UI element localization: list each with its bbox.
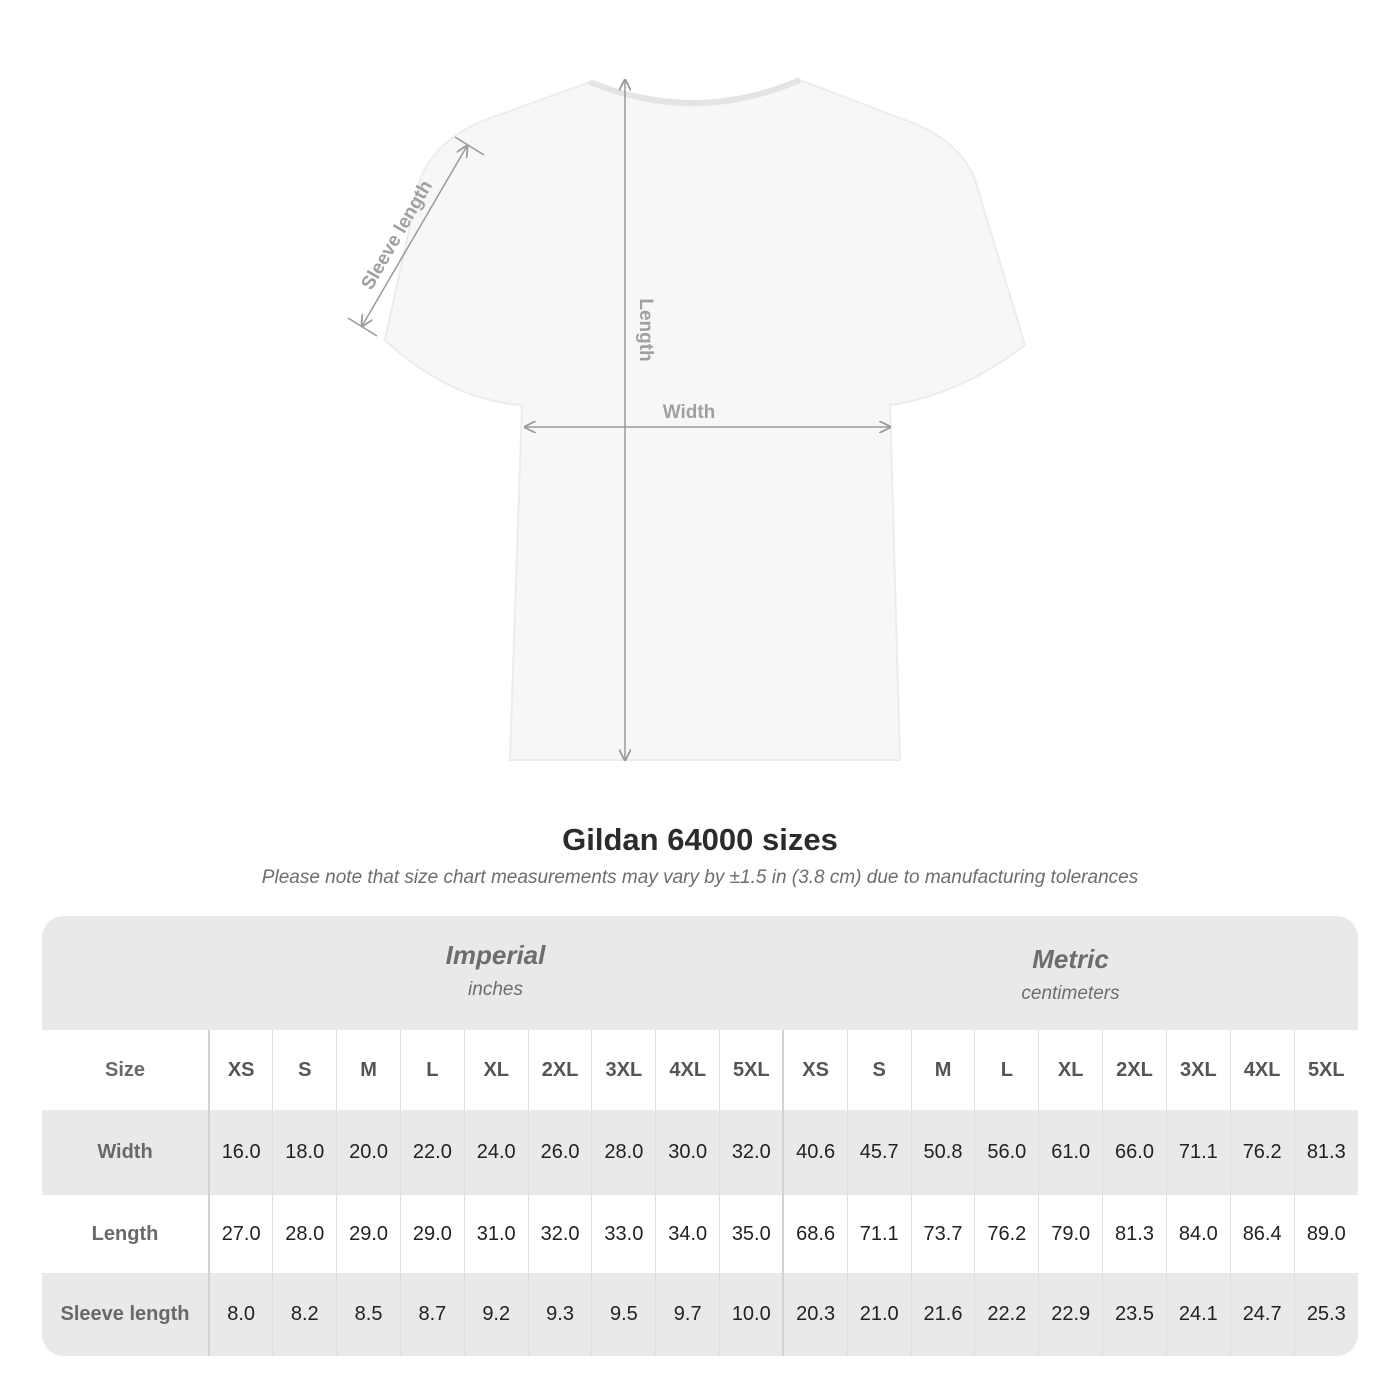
size-header: Size bbox=[42, 1030, 210, 1110]
imperial-value: 9.3 bbox=[527, 1273, 592, 1356]
metric-value: 73.7 bbox=[910, 1195, 975, 1273]
imperial-value: 8.7 bbox=[399, 1273, 465, 1356]
metric-value: 84.0 bbox=[1165, 1195, 1231, 1273]
table-row: Width 16.0 18.0 20.0 22.0 24.0 26.0 28.0 30.0 32.… bbox=[42, 1110, 1358, 1195]
metric-title: Metric bbox=[1032, 944, 1109, 974]
metric-value: 81.3 bbox=[1293, 1110, 1358, 1195]
metric-value: 71.1 bbox=[846, 1195, 912, 1273]
metric-value: 23.5 bbox=[1102, 1273, 1167, 1356]
tolerance-note: Please note that size chart measurements… bbox=[261, 867, 1139, 888]
imperial-value: 8.0 bbox=[208, 1273, 273, 1356]
imperial-value: 33.0 bbox=[591, 1195, 656, 1273]
row-label: Length bbox=[42, 1195, 210, 1273]
metric-size-l: L bbox=[974, 1030, 1039, 1110]
table-row: Sleeve length 8.0 8.2 8.5 8.7 9.2 9.3 9.5 9.7 10.… bbox=[42, 1273, 1358, 1356]
metric-value: 56.0 bbox=[974, 1110, 1039, 1195]
metric-value: 61.0 bbox=[1038, 1110, 1103, 1195]
width-label: Width bbox=[663, 402, 716, 423]
table-row: Length 27.0 28.0 29.0 29.0 31.0 32.0 33.0 34.0 35… bbox=[42, 1195, 1358, 1273]
metric-size-4xl: 4XL bbox=[1229, 1030, 1295, 1110]
page-title: Gildan 64000 sizes bbox=[562, 822, 838, 857]
metric-value: 81.3 bbox=[1102, 1195, 1167, 1273]
metric-value: 25.3 bbox=[1293, 1273, 1358, 1356]
imperial-unit: inches bbox=[468, 979, 523, 1000]
imperial-value: 9.2 bbox=[463, 1273, 529, 1356]
metric-value: 24.1 bbox=[1165, 1273, 1231, 1356]
metric-value: 21.0 bbox=[846, 1273, 912, 1356]
row-label: Width bbox=[42, 1110, 210, 1195]
metric-size-2xl: 2XL bbox=[1102, 1030, 1167, 1110]
imperial-title: Imperial bbox=[445, 940, 546, 970]
imperial-value: 32.0 bbox=[527, 1195, 592, 1273]
imperial-value: 18.0 bbox=[272, 1110, 337, 1195]
imperial-header: Imperial inches bbox=[208, 940, 783, 1054]
imperial-value: 8.2 bbox=[272, 1273, 337, 1356]
imperial-size-l: L bbox=[399, 1030, 465, 1110]
metric-header: Metric centimeters bbox=[783, 944, 1358, 1058]
imperial-value: 32.0 bbox=[719, 1110, 785, 1195]
imperial-size-2xl: 2XL bbox=[527, 1030, 592, 1110]
imperial-value: 9.5 bbox=[591, 1273, 656, 1356]
imperial-value: 22.0 bbox=[399, 1110, 465, 1195]
imperial-size-3xl: 3XL bbox=[591, 1030, 656, 1110]
metric-value: 45.7 bbox=[846, 1110, 912, 1195]
metric-value: 71.1 bbox=[1165, 1110, 1231, 1195]
metric-value: 24.7 bbox=[1229, 1273, 1295, 1356]
imperial-value: 29.0 bbox=[336, 1195, 401, 1273]
metric-value: 22.9 bbox=[1038, 1273, 1103, 1356]
metric-value: 76.2 bbox=[1229, 1110, 1295, 1195]
metric-size-m: M bbox=[910, 1030, 975, 1110]
metric-value: 76.2 bbox=[974, 1195, 1039, 1273]
metric-size-xs: XS bbox=[782, 1030, 848, 1110]
length-label: Length bbox=[635, 298, 656, 361]
metric-size-3xl: 3XL bbox=[1165, 1030, 1231, 1110]
imperial-value: 27.0 bbox=[208, 1195, 273, 1273]
imperial-value: 24.0 bbox=[463, 1110, 529, 1195]
imperial-size-s: S bbox=[272, 1030, 337, 1110]
metric-value: 21.6 bbox=[910, 1273, 975, 1356]
metric-value: 86.4 bbox=[1229, 1195, 1295, 1273]
imperial-value: 28.0 bbox=[591, 1110, 656, 1195]
imperial-value: 26.0 bbox=[527, 1110, 592, 1195]
imperial-value: 34.0 bbox=[655, 1195, 720, 1273]
metric-unit: centimeters bbox=[1021, 983, 1120, 1004]
imperial-value: 8.5 bbox=[336, 1273, 401, 1356]
imperial-value: 29.0 bbox=[399, 1195, 465, 1273]
row-label: Sleeve length bbox=[42, 1273, 210, 1356]
metric-value: 20.3 bbox=[782, 1273, 848, 1356]
imperial-value: 28.0 bbox=[272, 1195, 337, 1273]
imperial-size-xs: XS bbox=[208, 1030, 273, 1110]
imperial-size-4xl: 4XL bbox=[655, 1030, 720, 1110]
size-table-card: Imperial inches Metric centimeters Size X… bbox=[42, 916, 1358, 1356]
imperial-value: 31.0 bbox=[463, 1195, 529, 1273]
metric-size-s: S bbox=[846, 1030, 912, 1110]
imperial-value: 30.0 bbox=[655, 1110, 720, 1195]
sleeve-arrow bbox=[362, 146, 467, 326]
imperial-value: 35.0 bbox=[719, 1195, 785, 1273]
metric-size-5xl: 5XL bbox=[1293, 1030, 1358, 1110]
metric-value: 50.8 bbox=[910, 1110, 975, 1195]
metric-size-xl: XL bbox=[1038, 1030, 1103, 1110]
size-table: Size XS S M L XL 2XL 3XL 4XL 5XL XS S M L XL 2XL 3XL 4XL 5… bbox=[42, 1030, 1358, 1356]
metric-value: 66.0 bbox=[1102, 1110, 1167, 1195]
metric-value: 79.0 bbox=[1038, 1195, 1103, 1273]
imperial-size-5xl: 5XL bbox=[719, 1030, 785, 1110]
metric-value: 22.2 bbox=[974, 1273, 1039, 1356]
imperial-value: 20.0 bbox=[336, 1110, 401, 1195]
imperial-size-xl: XL bbox=[463, 1030, 529, 1110]
imperial-value: 16.0 bbox=[208, 1110, 273, 1195]
imperial-value: 10.0 bbox=[719, 1273, 785, 1356]
tshirt-diagram: Sleeve length Length Width bbox=[347, 77, 1027, 800]
metric-value: 40.6 bbox=[782, 1110, 848, 1195]
imperial-value: 9.7 bbox=[655, 1273, 720, 1356]
imperial-size-m: M bbox=[336, 1030, 401, 1110]
metric-value: 89.0 bbox=[1293, 1195, 1358, 1273]
metric-value: 68.6 bbox=[782, 1195, 848, 1273]
table-header-row: Size XS S M L XL 2XL 3XL 4XL 5XL XS S M L XL 2XL 3XL 4XL 5… bbox=[42, 1030, 1358, 1110]
